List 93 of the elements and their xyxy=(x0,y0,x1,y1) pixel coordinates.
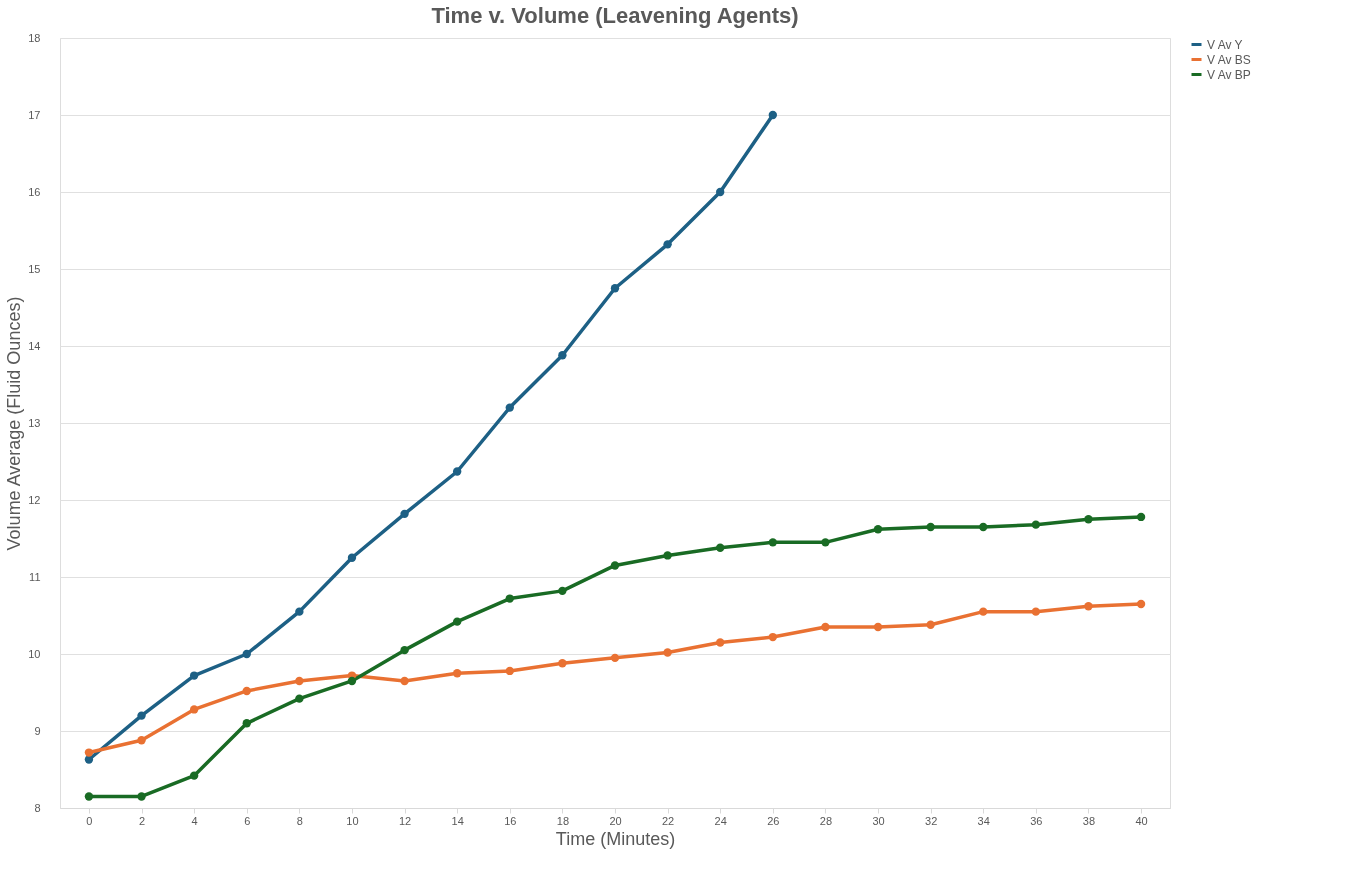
point xyxy=(347,553,357,562)
y-tick-label: 11 xyxy=(29,570,41,583)
point xyxy=(926,522,935,532)
point xyxy=(242,649,251,659)
y-tick-label: 9 xyxy=(34,724,41,737)
y-tick-label: 14 xyxy=(28,339,41,352)
point xyxy=(242,686,251,696)
x-axis-title: Time (Minutes) xyxy=(555,828,676,849)
point xyxy=(189,705,199,714)
x-tick-label: 4 xyxy=(191,814,198,827)
point xyxy=(1084,602,1093,611)
y-tick-label: 8 xyxy=(34,801,41,814)
y-axis-title: Volume Average (Fluid Ounces) xyxy=(4,296,25,551)
point xyxy=(242,719,251,728)
x-tick-label: 36 xyxy=(1030,814,1043,827)
legend-label: V Av BS xyxy=(1207,52,1251,67)
point xyxy=(137,711,146,720)
point xyxy=(716,187,725,197)
point xyxy=(400,509,409,519)
x-tick-label: 30 xyxy=(872,814,885,827)
point xyxy=(1031,607,1041,616)
point xyxy=(768,538,777,547)
x-tick-label: 6 xyxy=(244,814,251,827)
point xyxy=(768,110,777,120)
point xyxy=(1031,520,1041,529)
point xyxy=(610,284,620,293)
point xyxy=(400,676,409,686)
x-tick-label: 16 xyxy=(504,814,517,827)
point xyxy=(1136,512,1146,522)
y-tick-label: 12 xyxy=(28,493,41,506)
y-tick-label: 10 xyxy=(28,647,41,660)
legend-label: V Av BP xyxy=(1207,67,1251,82)
point xyxy=(189,771,199,780)
x-tick-label: 40 xyxy=(1135,814,1148,827)
point xyxy=(137,792,146,801)
y-tick-label: 13 xyxy=(28,416,41,429)
point xyxy=(768,632,777,642)
point xyxy=(821,538,830,547)
point xyxy=(926,620,935,629)
point xyxy=(558,351,567,360)
point xyxy=(558,586,567,596)
x-tick-label: 20 xyxy=(609,814,622,827)
x-tick-label: 12 xyxy=(398,814,412,827)
x-tick-label: 26 xyxy=(767,814,780,827)
point xyxy=(663,648,672,657)
point xyxy=(873,525,883,534)
x-tick-label: 10 xyxy=(346,814,359,827)
point xyxy=(1136,599,1146,609)
x-tick-label: 8 xyxy=(296,814,303,827)
y-tick-label: 18 xyxy=(28,31,41,44)
point xyxy=(137,736,146,745)
x-tick-label: 0 xyxy=(86,814,93,827)
point xyxy=(610,561,620,570)
point xyxy=(453,467,462,476)
point xyxy=(716,543,725,552)
x-tick-label: 28 xyxy=(819,814,833,827)
point xyxy=(979,607,988,616)
point xyxy=(821,622,830,632)
point xyxy=(663,551,672,560)
point xyxy=(505,594,514,603)
y-tick-label: 15 xyxy=(28,262,41,275)
point xyxy=(505,403,514,412)
point xyxy=(295,694,304,703)
point xyxy=(1084,515,1093,524)
point xyxy=(453,617,462,626)
point xyxy=(84,748,94,757)
point xyxy=(453,669,462,678)
point xyxy=(979,522,988,532)
x-tick-label: 14 xyxy=(451,814,464,827)
x-tick-label: 38 xyxy=(1082,814,1096,827)
point xyxy=(663,240,672,249)
point xyxy=(295,607,304,616)
point xyxy=(558,659,567,668)
point xyxy=(347,676,357,686)
point xyxy=(400,645,409,655)
chart-title: Time v. Volume (Leavening Agents) xyxy=(431,3,799,28)
point xyxy=(189,671,199,680)
point xyxy=(716,638,725,647)
x-tick-label: 34 xyxy=(977,814,990,827)
point xyxy=(873,622,883,632)
point xyxy=(505,666,514,676)
point xyxy=(84,755,94,764)
x-tick-label: 24 xyxy=(714,814,727,827)
x-tick-label: 22 xyxy=(661,814,675,827)
legend-label: V Av Y xyxy=(1207,37,1243,52)
point xyxy=(295,676,304,686)
x-tick-label: 18 xyxy=(556,814,570,827)
y-tick-label: 16 xyxy=(28,185,41,198)
x-tick-label: 2 xyxy=(138,814,146,827)
y-tick-label: 17 xyxy=(28,108,41,121)
point xyxy=(84,792,94,801)
x-tick-label: 32 xyxy=(925,814,938,827)
point xyxy=(610,653,620,663)
